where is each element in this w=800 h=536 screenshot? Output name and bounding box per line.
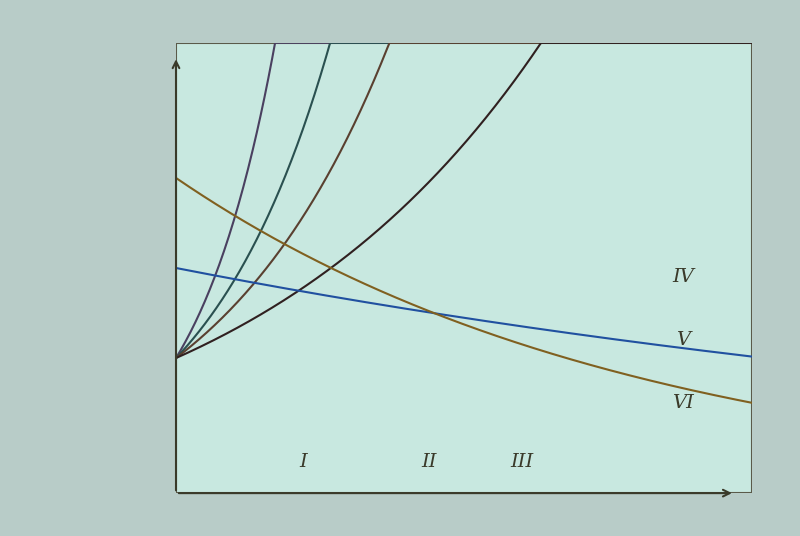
- Text: V: V: [676, 331, 690, 349]
- Text: I: I: [299, 452, 306, 471]
- Text: III: III: [510, 452, 534, 471]
- Text: VI: VI: [672, 394, 694, 412]
- Text: IV: IV: [672, 268, 694, 286]
- Text: II: II: [422, 452, 437, 471]
